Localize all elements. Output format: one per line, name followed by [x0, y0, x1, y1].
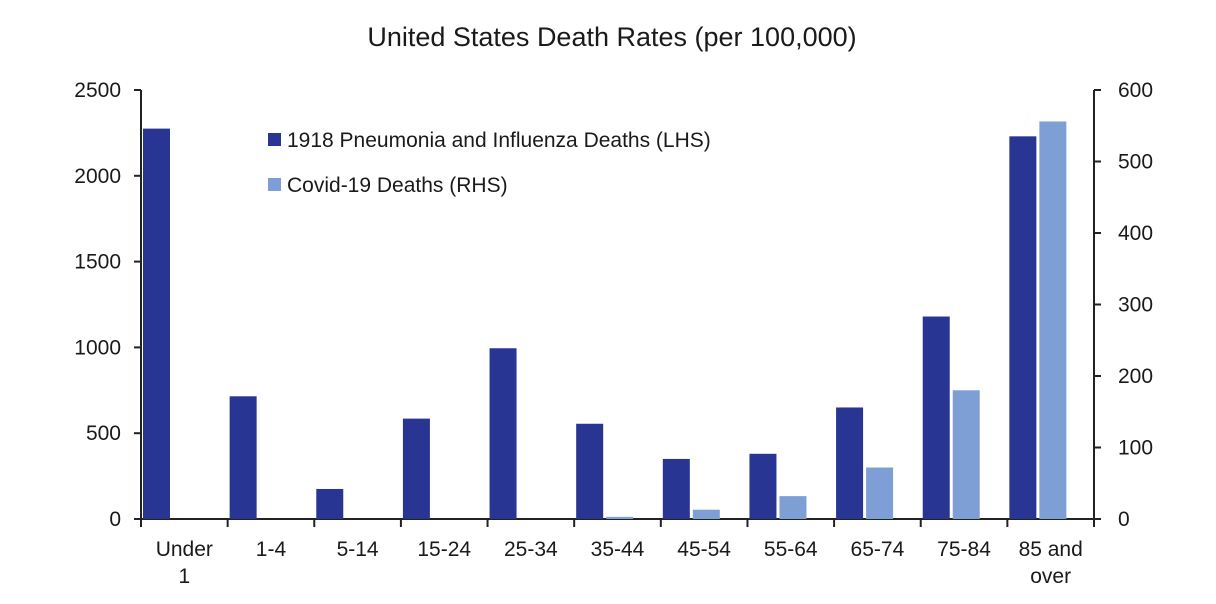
bar-1918 [576, 423, 604, 519]
right-tick-label: 500 [1118, 151, 1153, 174]
bar-covid [606, 516, 634, 519]
legend-label-covid: Covid-19 Deaths (RHS) [287, 174, 508, 197]
legend-swatch-covid [268, 178, 281, 191]
right-tick-label: 200 [1118, 365, 1153, 388]
right-tick-label: 0 [1118, 508, 1130, 531]
chart-title: United States Death Rates (per 100,000) [367, 22, 856, 52]
right-tick-label: 600 [1118, 79, 1153, 102]
bar-1918 [143, 128, 170, 520]
x-category-label: 75-84 [937, 538, 991, 561]
bar-covid [779, 496, 807, 519]
x-category-label: 45-54 [677, 538, 731, 561]
legend: 1918 Pneumonia and Influenza Deaths (LHS… [268, 129, 711, 197]
legend-label-1918: 1918 Pneumonia and Influenza Deaths (LHS… [287, 129, 711, 152]
bar-1918 [489, 348, 517, 519]
bar-1918 [662, 458, 690, 519]
bar-1918 [749, 453, 777, 519]
x-category-label: 1-4 [256, 538, 287, 561]
bar-covid [1039, 121, 1067, 520]
x-category-label: 1 [178, 565, 190, 588]
bar-covid [952, 390, 980, 519]
left-tick-label: 0 [109, 508, 121, 531]
bar-1918 [402, 418, 430, 519]
legend-swatch-1918 [268, 133, 281, 146]
left-tick-label: 500 [86, 422, 121, 445]
x-category-label: 65-74 [851, 538, 905, 561]
plot-area: 0 500 1000 1500 2000 2500 0 100 200 300 400 500 600 U… [74, 79, 1153, 588]
bar-1918 [316, 488, 344, 519]
x-category-label: 5-14 [337, 538, 379, 561]
x-category-label: 15-24 [417, 538, 471, 561]
x-category-label: 55-64 [764, 538, 818, 561]
bar-covid [692, 509, 720, 519]
bar-1918 [1009, 136, 1037, 519]
x-category-label: over [1030, 565, 1071, 588]
right-tick-label: 400 [1118, 222, 1153, 245]
left-tick-label: 1000 [74, 336, 121, 359]
left-tick-label: 1500 [74, 251, 121, 274]
bar-covid [866, 467, 894, 519]
left-tick-label: 2500 [74, 79, 121, 102]
x-category-label: 25-34 [504, 538, 558, 561]
x-category-label: 35-44 [591, 538, 645, 561]
x-category-label: Under [156, 538, 213, 561]
left-tick-label: 2000 [74, 165, 121, 188]
bar-1918 [922, 316, 950, 519]
right-tick-label: 100 [1118, 437, 1153, 460]
right-tick-label: 300 [1118, 294, 1153, 317]
bar-1918 [229, 396, 257, 519]
bar-1918 [836, 407, 864, 519]
x-category-label: 85 and [1019, 538, 1083, 561]
